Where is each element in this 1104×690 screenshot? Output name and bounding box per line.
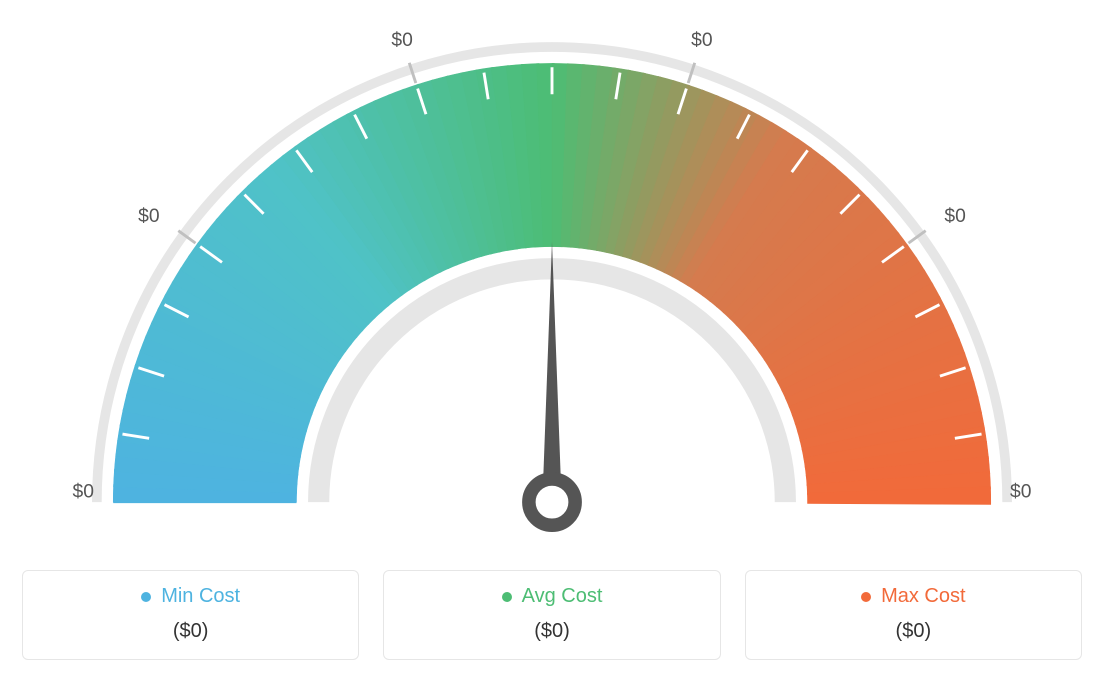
legend-card-max: Max Cost ($0) <box>745 570 1082 660</box>
gauge-tick-label: $0 <box>691 30 712 51</box>
legend-value-min: ($0) <box>41 620 340 643</box>
gauge-needle <box>542 242 561 502</box>
legend-dot-min <box>141 592 151 602</box>
legend-label-avg: Avg Cost <box>522 585 603 608</box>
gauge-needle-base <box>529 479 575 525</box>
gauge-tick-label: $0 <box>391 30 412 51</box>
gauge-tick-label: $0 <box>73 482 94 503</box>
gauge-tick-label: $0 <box>138 206 159 227</box>
legend-label-min: Min Cost <box>161 585 240 608</box>
legend-card-min: Min Cost ($0) <box>22 570 359 660</box>
legend-label-max: Max Cost <box>881 585 965 608</box>
gauge-tick-label: $0 <box>944 206 965 227</box>
gauge-tick-label: $0 <box>1010 482 1031 503</box>
legend-value-max: ($0) <box>764 620 1063 643</box>
legend-value-avg: ($0) <box>402 620 701 643</box>
legend-dot-max <box>861 592 871 602</box>
legend-card-avg: Avg Cost ($0) <box>383 570 720 660</box>
gauge-svg: $0$0$0$0$0$0$0 <box>22 20 1082 560</box>
legend-dot-avg <box>502 592 512 602</box>
cost-gauge-infographic: $0$0$0$0$0$0$0 Min Cost ($0) Avg Cost ($… <box>22 20 1082 660</box>
gauge-chart: $0$0$0$0$0$0$0 <box>22 20 1082 560</box>
legend-row: Min Cost ($0) Avg Cost ($0) Max Cost ($0… <box>22 570 1082 660</box>
